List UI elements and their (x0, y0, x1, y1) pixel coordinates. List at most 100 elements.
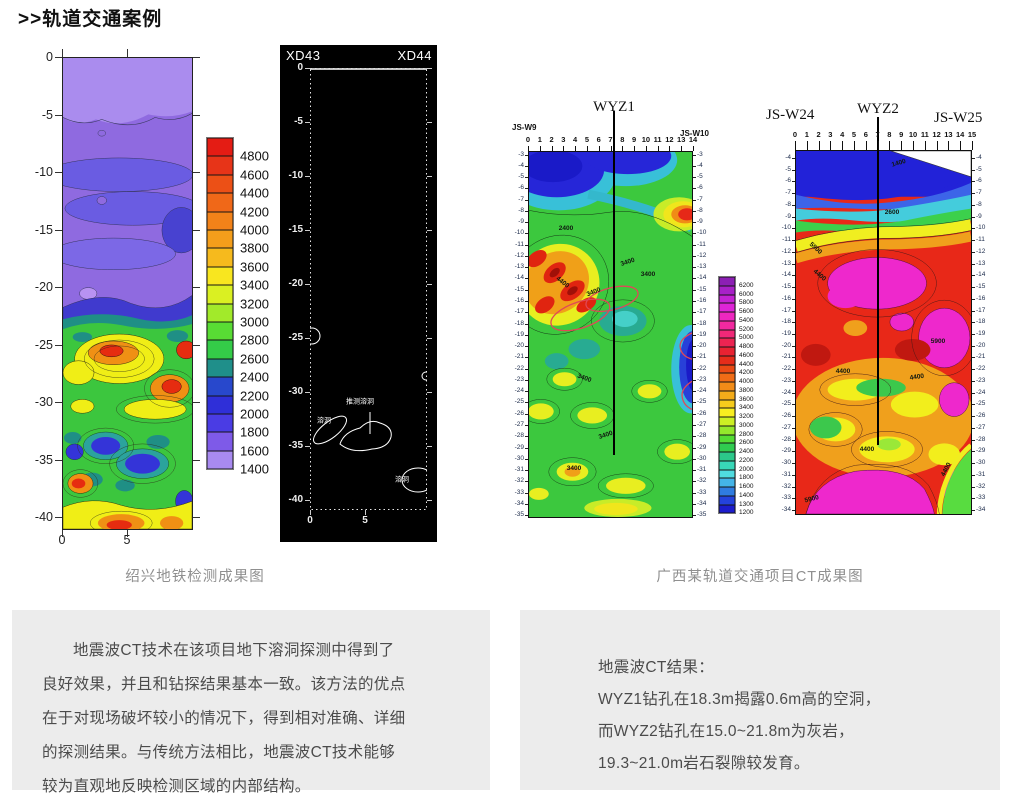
tick-mark (693, 334, 696, 336)
tick-mark (924, 141, 926, 150)
colorbar-left-label: 1800 (240, 424, 269, 440)
plot2-y-right: -33 (976, 494, 986, 501)
colorbar-left-label: 3200 (240, 296, 269, 312)
tick-mark (972, 357, 975, 359)
page-title: >>轨道交通案例 (18, 9, 163, 30)
plot2-y-right: -5 (976, 165, 982, 173)
colorbar-left-label: 3400 (240, 277, 269, 293)
tick-mark (693, 323, 696, 325)
tick-mark (972, 240, 975, 242)
interpretation-panel: XD43 XD44 (280, 45, 437, 542)
tick-mark (972, 392, 975, 394)
colorbar-right-cell (719, 347, 735, 356)
tick-mark (55, 287, 62, 289)
colorbar-right-label: 1200 (739, 509, 754, 516)
plot1-y-right: -30 (697, 454, 707, 462)
plot2-y-right: -7 (976, 188, 982, 196)
plot2-y-left: -8 (785, 200, 791, 208)
colorbar-right-label: 1400 (739, 491, 754, 499)
colorbar-left-cell (207, 193, 233, 212)
plot1-y-right: -26 (697, 409, 707, 417)
plot2-y-left: -12 (781, 247, 791, 255)
tick-mark (842, 141, 844, 150)
plot1-y-right: -11 (697, 240, 706, 248)
colorbar-right-cell (719, 408, 735, 417)
colorbar-left-label: 3600 (240, 259, 269, 275)
tomo-y-tick-label: -25 (34, 337, 53, 352)
tomo-y-tick-label: -15 (34, 222, 53, 237)
tick-mark (693, 312, 696, 314)
colorbar-left-label: 2600 (240, 351, 269, 367)
colorbar-right-cell (719, 329, 735, 339)
plot2-x-label: 5 (851, 130, 857, 139)
colorbar-left-cell (207, 377, 233, 396)
colorbar-right-cell (719, 443, 735, 452)
colorbar-left-cell (207, 322, 233, 341)
plot2-y-left: -4 (785, 153, 791, 161)
tick-mark (972, 498, 975, 500)
tick-mark (693, 301, 696, 302)
plot2-y-left: -5 (785, 165, 791, 173)
plot1-x-label: 2 (549, 135, 554, 144)
tick-mark (830, 141, 832, 150)
colorbar-left-cell (207, 432, 233, 451)
colorbar-right-label: 2000 (739, 465, 754, 473)
plot1-x-label: 9 (631, 135, 637, 144)
tick-mark (693, 447, 696, 449)
colorbar-right-label: 2600 (739, 439, 754, 446)
tomogram-contour-image (63, 58, 192, 529)
colorbar-right-label: 5200 (739, 325, 754, 333)
tick-mark (693, 188, 696, 190)
tick-mark (865, 141, 867, 150)
colorbar-right-label: 3400 (739, 404, 754, 411)
tomo-y-tick-label: -30 (34, 394, 53, 409)
plot2-y-right: -20 (976, 341, 986, 349)
colorbar-right-cell (719, 504, 735, 514)
plot1-y-left: -7 (518, 195, 524, 203)
colorbar-left-label: 4800 (240, 148, 269, 164)
tick-mark (972, 416, 975, 418)
colorbar-right-frame (718, 276, 736, 515)
tick-mark (693, 346, 696, 348)
colorbar-left-cell (207, 340, 233, 359)
plot1-y-right: -3 (697, 150, 703, 158)
plot1-y-left: -16 (514, 296, 524, 304)
borehole-line-wyz2 (877, 117, 879, 445)
colorbar-right-cell (719, 277, 735, 286)
borehole-label-js-w25: JS-W25 (934, 110, 983, 126)
plot1-x-label: 0 (525, 135, 531, 144)
plot1-y-left: -11 (515, 240, 524, 248)
colorbar-right-cell (719, 478, 735, 487)
colorbar-right-label: 2800 (739, 430, 754, 438)
colorbar-left-frame (206, 137, 234, 471)
plot1-y-left: -5 (518, 172, 524, 180)
plot2-x-label: 9 (899, 130, 904, 139)
tick-mark (55, 229, 62, 231)
tick-mark (693, 402, 696, 404)
colorbar-right-cell (719, 373, 735, 382)
plot1-y-left: -19 (514, 330, 524, 338)
colorbar-left-cell (207, 358, 233, 378)
plot2-y-right: -15 (976, 282, 986, 290)
colorbar-right-label: 5000 (739, 334, 754, 341)
tick-mark (693, 503, 696, 505)
tomo-y-tick-label: -5 (41, 107, 53, 122)
colorbar-right-cell (719, 417, 735, 426)
plot2-y-right: -22 (976, 364, 986, 372)
plot2-y-left: -23 (781, 376, 791, 384)
plot1-y-left: -32 (514, 477, 524, 485)
tick-mark (972, 333, 975, 335)
tick-mark (972, 451, 975, 453)
plot1-y-right: -28 (697, 432, 707, 439)
caption-shaoxing: 绍兴地铁检测成果图 (125, 569, 265, 585)
borehole-label-wyz1: WYZ1 (593, 99, 635, 115)
plot2-y-left: -22 (781, 364, 791, 372)
colorbar-left-label: 2200 (240, 388, 269, 404)
tick-mark (193, 287, 200, 289)
plot2-y-right: -6 (976, 177, 982, 185)
tick-mark (972, 216, 975, 218)
colorbar-right-cell (719, 460, 735, 470)
colorbar-right-cell (719, 338, 735, 347)
tick-mark (693, 424, 696, 426)
